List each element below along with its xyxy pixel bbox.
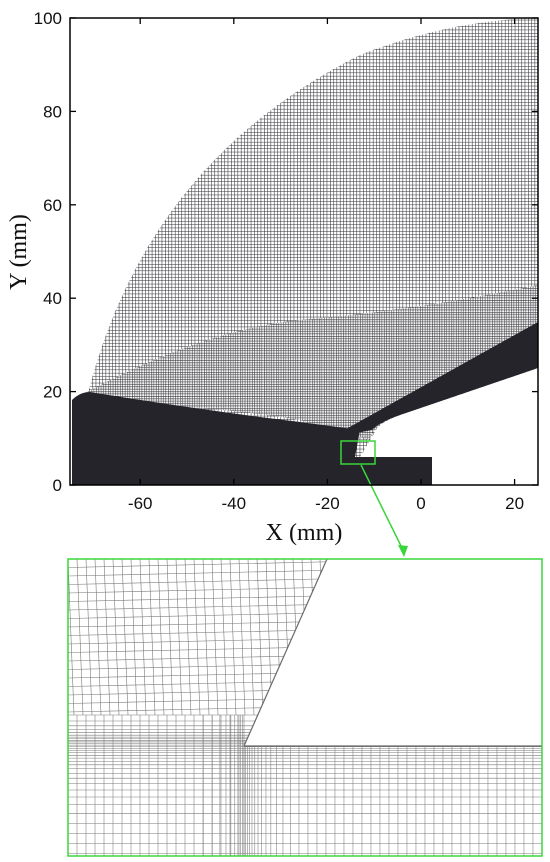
mesh-dense-channel xyxy=(330,322,538,438)
mesh-dense-block xyxy=(72,392,432,485)
y-tick-label: 80 xyxy=(43,102,62,121)
zoom-arrow-line xyxy=(360,464,405,553)
y-tick-label: 0 xyxy=(53,476,62,495)
mesh-void xyxy=(378,368,538,485)
main-plot: -60 -40 -20 0 20 0 20 40 60 80 100 X (mm) Y (mm) xyxy=(6,9,539,557)
y-axis-ticks: 0 20 40 60 80 100 xyxy=(34,9,538,495)
x-tick-label: -40 xyxy=(222,494,247,513)
inset-slant-edge xyxy=(243,559,328,747)
x-tick-label: -60 xyxy=(128,494,153,513)
y-tick-label: 40 xyxy=(43,289,62,308)
inset-void xyxy=(244,559,542,746)
x-tick-label: -20 xyxy=(315,494,340,513)
zoom-arrow-head xyxy=(398,545,408,557)
x-tick-label: 0 xyxy=(416,494,425,513)
y-tick-label: 20 xyxy=(43,383,62,402)
inset-frame xyxy=(67,558,543,857)
x-tick-label: 20 xyxy=(505,494,524,513)
x-axis-ticks: -60 -40 -20 0 20 xyxy=(128,18,524,513)
x-axis-title: X (mm) xyxy=(266,520,343,546)
y-axis-title: Y (mm) xyxy=(6,214,32,290)
y-tick-label: 60 xyxy=(43,196,62,215)
zoom-indicator-box xyxy=(340,440,376,465)
zoom-inset xyxy=(67,558,543,857)
plot-frame xyxy=(69,17,539,486)
y-tick-label: 100 xyxy=(34,9,62,28)
